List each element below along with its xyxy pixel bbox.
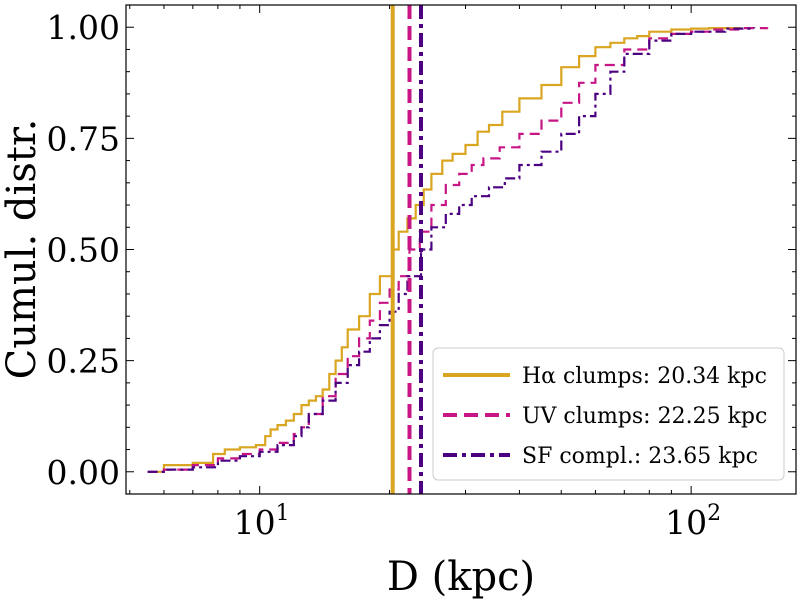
tick-labels: 0.00 0.25 0.50 0.75 1.00 101 102	[47, 8, 722, 542]
legend-label-3: SF compl.: 23.65 kpc	[522, 444, 758, 469]
series-line-2	[147, 27, 769, 473]
legend-label-1: Hα clumps: 20.34 kpc	[522, 364, 767, 389]
legend-label-2: UV clumps: 22.25 kpc	[522, 404, 767, 429]
x-axis-label: D (kpc)	[387, 554, 535, 600]
legend: Hα clumps: 20.34 kpc UV clumps: 22.25 kpc…	[432, 347, 785, 481]
median-lines	[390, 5, 423, 494]
y-tick-label: 0.50	[47, 231, 120, 270]
plot-frame	[125, 4, 797, 495]
y-tick-label: 1.00	[47, 8, 120, 47]
legend-box	[432, 347, 785, 481]
x-tick-label: 101	[234, 501, 290, 542]
y-tick-label: 0.75	[47, 119, 120, 158]
series-line-1	[151, 27, 742, 473]
y-axis-label: Cumul. distr.	[0, 119, 45, 380]
x-tick-label: 102	[665, 501, 721, 542]
axis-ticks	[126, 5, 796, 495]
y-tick-label: 0.00	[47, 453, 120, 492]
y-tick-label: 0.25	[47, 342, 120, 381]
